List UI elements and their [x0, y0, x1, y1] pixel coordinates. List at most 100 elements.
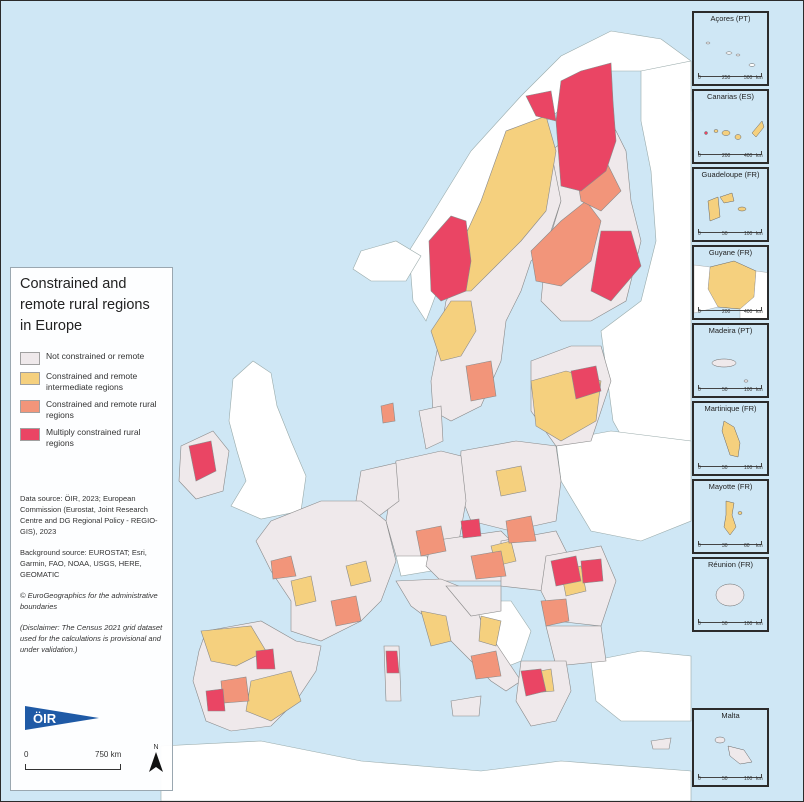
inset-title: Martinique (FR) — [704, 404, 757, 413]
region-red — [428, 215, 472, 302]
legend-title: Constrained and remote rural regions in … — [20, 276, 150, 334]
inset-title: Réunion (FR) — [707, 560, 753, 569]
legend-swatch — [20, 400, 40, 413]
north-label: N — [153, 744, 159, 751]
inset-map-canarias — [704, 120, 765, 140]
inset-map-martinique — [721, 420, 741, 458]
inset-title: Mayotte (FR) — [708, 482, 753, 491]
inset-map-malta — [714, 736, 753, 765]
legend-panel: Constrained and remote rural regions in … — [10, 267, 173, 791]
oir-logo: ÖIR — [25, 706, 99, 730]
region-red — [255, 648, 276, 670]
north-arrow-icon — [149, 752, 163, 772]
logo-text: ÖIR — [33, 711, 57, 726]
inset-title: Malta — [721, 711, 740, 720]
inset-title: Canarias (ES) — [706, 92, 755, 101]
inset-scale: 0 50 100 km — [698, 619, 763, 627]
region-red — [188, 440, 217, 482]
inset-reunion[interactable]: Réunion (FR) 0 50 100 km — [692, 557, 769, 632]
legend-item-not-constrained: Not constrained or remote — [20, 351, 164, 365]
inset-guadeloupe[interactable]: Guadeloupe (FR) 0 50 100 km — [692, 167, 769, 242]
region-red — [205, 688, 226, 712]
region-yellow — [345, 560, 372, 587]
sicily-region — [450, 695, 482, 717]
croatia-slovenia-region — [445, 585, 502, 617]
boundaries-note: © EuroGeographics for the administrative… — [20, 591, 158, 611]
inset-title: Guadeloupe (FR) — [701, 170, 760, 179]
switzerland-land — [395, 552, 432, 577]
region-salmon — [540, 598, 570, 627]
region-salmon — [415, 525, 447, 557]
inset-title: Guyane (FR) — [708, 248, 753, 257]
inset-map-guyane — [694, 260, 767, 318]
denmark-region — [418, 405, 444, 450]
region-red — [555, 62, 617, 192]
region-red — [590, 230, 642, 302]
inset-canarias[interactable]: Canarias (ES) 0 200 400 km — [692, 89, 769, 164]
inset-map-azores — [705, 41, 756, 67]
inset-map-reunion — [715, 583, 745, 607]
legend-item-intermediate: Constrained and remote intermediate regi… — [20, 371, 164, 393]
inset-scale: 0 200 400 km — [698, 307, 763, 315]
inset-map-mayotte — [723, 500, 743, 536]
russia-land — [600, 60, 692, 482]
region-red — [550, 555, 582, 587]
region-salmon — [530, 200, 602, 287]
legend-item-multiply: Multiply constrained rural regions — [20, 427, 164, 449]
region-yellow — [245, 670, 302, 722]
inset-scale: 0 200 400 km — [698, 151, 763, 159]
region-red — [520, 668, 547, 697]
legend-label: Multiply constrained rural regions — [46, 427, 141, 448]
disclaimer-note: (Disclaimer: The Census 2021 grid datase… — [20, 623, 163, 654]
iceland-land — [352, 240, 422, 282]
legend-swatch — [20, 428, 40, 441]
legend-swatch — [20, 352, 40, 365]
africa-land — [160, 740, 692, 801]
inset-map-guadeloupe — [707, 192, 747, 222]
region-red — [460, 518, 482, 539]
ukraine-belarus-land — [555, 430, 692, 542]
legend-item-rural: Constrained and remote rural regions — [20, 399, 164, 421]
inset-map-madeira — [711, 358, 749, 383]
region-salmon — [330, 595, 362, 627]
region-salmon — [505, 515, 537, 544]
region-salmon — [470, 650, 502, 680]
inset-martinique[interactable]: Martinique (FR) 0 50 100 km — [692, 401, 769, 476]
region-salmon — [270, 555, 297, 580]
inset-mayotte[interactable]: Mayotte (FR) 0 30 60 km — [692, 479, 769, 554]
legend-swatch — [20, 372, 40, 385]
legend-label: Not constrained or remote — [46, 351, 145, 361]
uk-land — [228, 360, 307, 520]
region-salmon — [220, 676, 250, 704]
background-source-note: Background source: EUROSTAT; Esri, Garmi… — [20, 548, 147, 579]
inset-scale: 0 30 60 km — [698, 541, 763, 549]
inset-malta[interactable]: Malta 0 50 100 km — [692, 708, 769, 787]
inset-scale: 0 50 100 km — [698, 463, 763, 471]
region-yellow — [430, 300, 477, 362]
inset-scale: 0 250 500 km — [698, 73, 763, 81]
scale-start: 0 — [24, 750, 29, 759]
region-yellow — [200, 625, 267, 667]
inset-azores[interactable]: Açores (PT) 0 250 500 km — [692, 11, 769, 86]
inset-title: Açores (PT) — [710, 14, 751, 23]
region-red — [570, 365, 602, 400]
region-salmon — [465, 360, 497, 402]
cyprus-region — [650, 737, 672, 750]
region-yellow — [420, 610, 452, 647]
legend-label: Constrained and remote rural regions — [46, 399, 157, 420]
region-salmon — [380, 402, 396, 424]
north-arrow: N — [147, 744, 165, 777]
inset-scale: 0 50 100 km — [698, 229, 763, 237]
inset-guyane[interactable]: Guyane (FR) 0 200 400 km — [692, 245, 769, 320]
region-red — [385, 650, 400, 674]
region-red — [525, 90, 557, 122]
data-source-note: Data source: ÖIR, 2023; European Commiss… — [20, 494, 158, 536]
bulgaria-region — [545, 625, 607, 667]
region-yellow — [495, 465, 527, 497]
inset-madeira[interactable]: Madeira (PT) 0 50 100 km — [692, 323, 769, 398]
turkey-land — [590, 650, 692, 722]
legend-label: Constrained and remote intermediate regi… — [46, 371, 138, 392]
region-red — [580, 558, 604, 584]
